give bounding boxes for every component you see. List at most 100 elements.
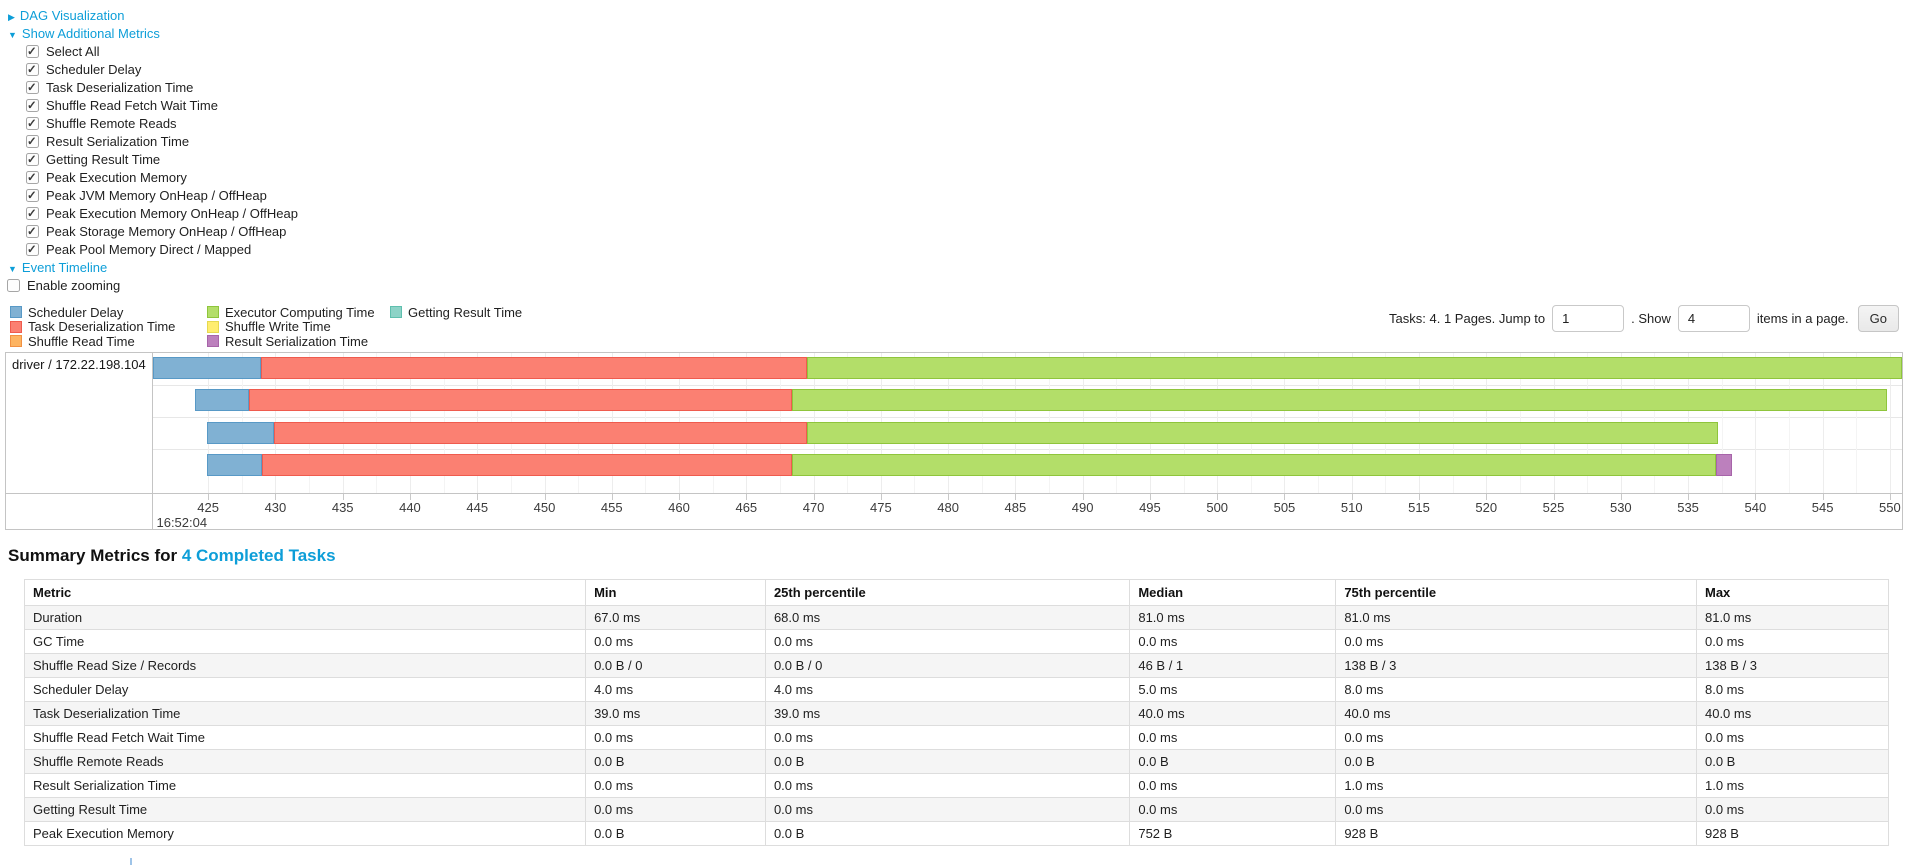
metric-value-cell: 39.0 ms (764, 701, 1131, 726)
metric-value-cell: 4.0 ms (585, 677, 766, 702)
tasks-count-text: Tasks: 4. 1 Pages. Jump to (1389, 310, 1546, 326)
metric-checkbox-label: Task Deserialization Time (46, 79, 194, 95)
task-bar-segment-scheduler_delay[interactable] (206, 454, 262, 476)
event-timeline-chart[interactable]: driver / 172.22.198.104 425 430 435 440 445 4… (5, 352, 1903, 530)
tick-mark (544, 494, 546, 500)
tick-label: 525 (1542, 500, 1565, 515)
minor-gridline (1721, 353, 1723, 493)
tick-mark (1620, 494, 1622, 500)
tick-mark (611, 494, 613, 500)
collapsed-arrow-icon: ▶ (8, 11, 15, 22)
metric-checkbox-6[interactable] (26, 152, 39, 166)
metric-checkbox-10[interactable] (26, 224, 39, 238)
metric-checkbox-1[interactable] (26, 62, 39, 76)
metric-checkbox-3[interactable] (26, 98, 39, 112)
metric-value-cell: 0.0 B (1129, 749, 1337, 774)
metric-checkbox-9[interactable] (26, 206, 39, 220)
metric-checkbox-4[interactable] (26, 116, 39, 130)
metric-name-cell: Task Deserialization Time (23, 701, 587, 726)
enable-zooming-label: Enable zooming (27, 277, 121, 293)
items-per-page-input[interactable] (1677, 304, 1750, 332)
metric-checkbox-row: Peak JVM Memory OnHeap / OffHeap (0, 186, 1907, 204)
metric-value-cell: 0.0 ms (1695, 725, 1890, 750)
task-bar-segment-task_deserialization[interactable] (274, 422, 807, 444)
lane-separator (153, 417, 1902, 418)
task-bar-segment-task_deserialization[interactable] (260, 357, 807, 379)
tick-mark (880, 494, 882, 500)
task-bar-segment-executor_computing[interactable] (806, 357, 1902, 379)
tick-mark (1015, 494, 1017, 500)
minor-gridline (1788, 353, 1790, 493)
legend-item-scheduler_delay: Scheduler Delay (10, 305, 207, 320)
metric-value-cell: 4.0 ms (764, 677, 1131, 702)
task-bar-segment-executor_computing[interactable] (792, 454, 1717, 476)
go-button[interactable]: Go (1857, 304, 1899, 332)
metric-value-cell: 0.0 ms (764, 629, 1131, 654)
metric-checkbox-11[interactable] (26, 242, 39, 256)
summary-metrics-heading: Summary Metrics for 4 Completed Tasks (8, 546, 1907, 566)
metric-value-cell: 138 B / 3 (1695, 653, 1890, 678)
metric-value-cell: 8.0 ms (1335, 677, 1697, 702)
task-bar-segment-executor_computing[interactable] (806, 422, 1718, 444)
summary-table-row: GC Time 0.0 ms 0.0 ms 0.0 ms 0.0 ms 0.0 ms (23, 629, 1890, 654)
task-bar-segment-scheduler_delay[interactable] (194, 389, 249, 411)
metric-checkbox-label: Peak Execution Memory (46, 169, 187, 185)
tick-label: 465 (735, 500, 758, 515)
task-bar-segment-scheduler_delay[interactable] (153, 357, 261, 379)
gridline (1889, 353, 1891, 493)
metric-checkbox-row: Result Serialization Time (0, 132, 1907, 150)
metric-checkbox-label: Scheduler Delay (46, 61, 142, 77)
summary-column-header: Median (1129, 579, 1337, 606)
task-bar-segment-task_deserialization[interactable] (248, 389, 793, 411)
metric-checkbox-row: Scheduler Delay (0, 60, 1907, 78)
tick-label: 520 (1475, 500, 1498, 515)
event-timeline-toggle[interactable]: ▼ Event Timeline (8, 260, 107, 275)
legend-item-task_deserialization: Task Deserialization Time (10, 319, 207, 334)
metric-name-cell: Shuffle Read Fetch Wait Time (23, 725, 587, 750)
summary-table-row: Peak Execution Memory 0.0 B 0.0 B 752 B 928 … (23, 821, 1890, 846)
legend-label: Getting Result Time (408, 304, 523, 320)
timeline-controls-row: Scheduler Delay Task Deserialization Time… (0, 303, 1907, 349)
dag-visualization-toggle[interactable]: ▶ DAG Visualization (8, 8, 124, 23)
metric-checkbox-label: Select All (46, 43, 100, 59)
scheduler_delay-swatch-icon (10, 306, 22, 319)
expanded-arrow-icon: ▼ (8, 29, 17, 40)
summary-table-row: Shuffle Read Size / Records 0.0 B / 0 0.0 … (23, 653, 1890, 678)
metric-value-cell: 0.0 ms (585, 629, 766, 654)
task-pagination: Tasks: 4. 1 Pages. Jump to . Show items … (1389, 303, 1899, 333)
legend-item-result_serialization: Result Serialization Time (207, 334, 390, 349)
task-bar-segment-scheduler_delay[interactable] (206, 422, 275, 444)
tick-mark (1149, 494, 1151, 500)
metric-checkbox-5[interactable] (26, 134, 39, 148)
timeline-x-axis: 425 430 435 440 445 450 455 460 465 470 475 480 485 4… (153, 494, 1902, 530)
jump-to-page-input[interactable] (1552, 304, 1625, 332)
metric-checkbox-8[interactable] (26, 188, 39, 202)
metric-checkbox-7[interactable] (26, 170, 39, 184)
task-bar-segment-result_serialization[interactable] (1716, 454, 1733, 476)
metric-value-cell: 81.0 ms (1129, 605, 1337, 630)
tick-mark (1082, 494, 1084, 500)
legend-item-getting_result: Getting Result Time (390, 305, 522, 320)
task-bar-segment-executor_computing[interactable] (792, 389, 1888, 411)
timeline-plot-area[interactable] (153, 353, 1902, 493)
metric-checkbox-row: Shuffle Remote Reads (0, 114, 1907, 132)
metric-checkbox-2[interactable] (26, 80, 39, 94)
metrics-checkbox-list: Select All Scheduler Delay Task Deserializ… (0, 42, 1907, 258)
tick-label: 515 (1408, 500, 1430, 515)
enable-zooming-checkbox[interactable] (7, 278, 20, 292)
summary-column-header: 75th percentile (1335, 579, 1697, 606)
show-additional-metrics-toggle[interactable]: ▼ Show Additional Metrics (8, 26, 160, 41)
summary-heading-prefix: Summary Metrics for (8, 546, 182, 565)
tick-label: 495 (1139, 500, 1161, 515)
tick-mark (409, 494, 411, 500)
legend-label: Shuffle Write Time (225, 319, 331, 335)
metric-name-cell: Getting Result Time (23, 797, 587, 822)
task-bar-segment-task_deserialization[interactable] (261, 454, 793, 476)
metric-value-cell: 0.0 ms (1695, 797, 1890, 822)
axis-separator (6, 493, 1902, 494)
metric-checkbox-label: Peak Execution Memory OnHeap / OffHeap (46, 205, 298, 221)
metric-value-cell: 0.0 B (764, 749, 1131, 774)
metric-name-cell: Duration (23, 605, 587, 630)
completed-tasks-link[interactable]: 4 Completed Tasks (181, 546, 336, 565)
metric-checkbox-0[interactable] (26, 44, 39, 58)
